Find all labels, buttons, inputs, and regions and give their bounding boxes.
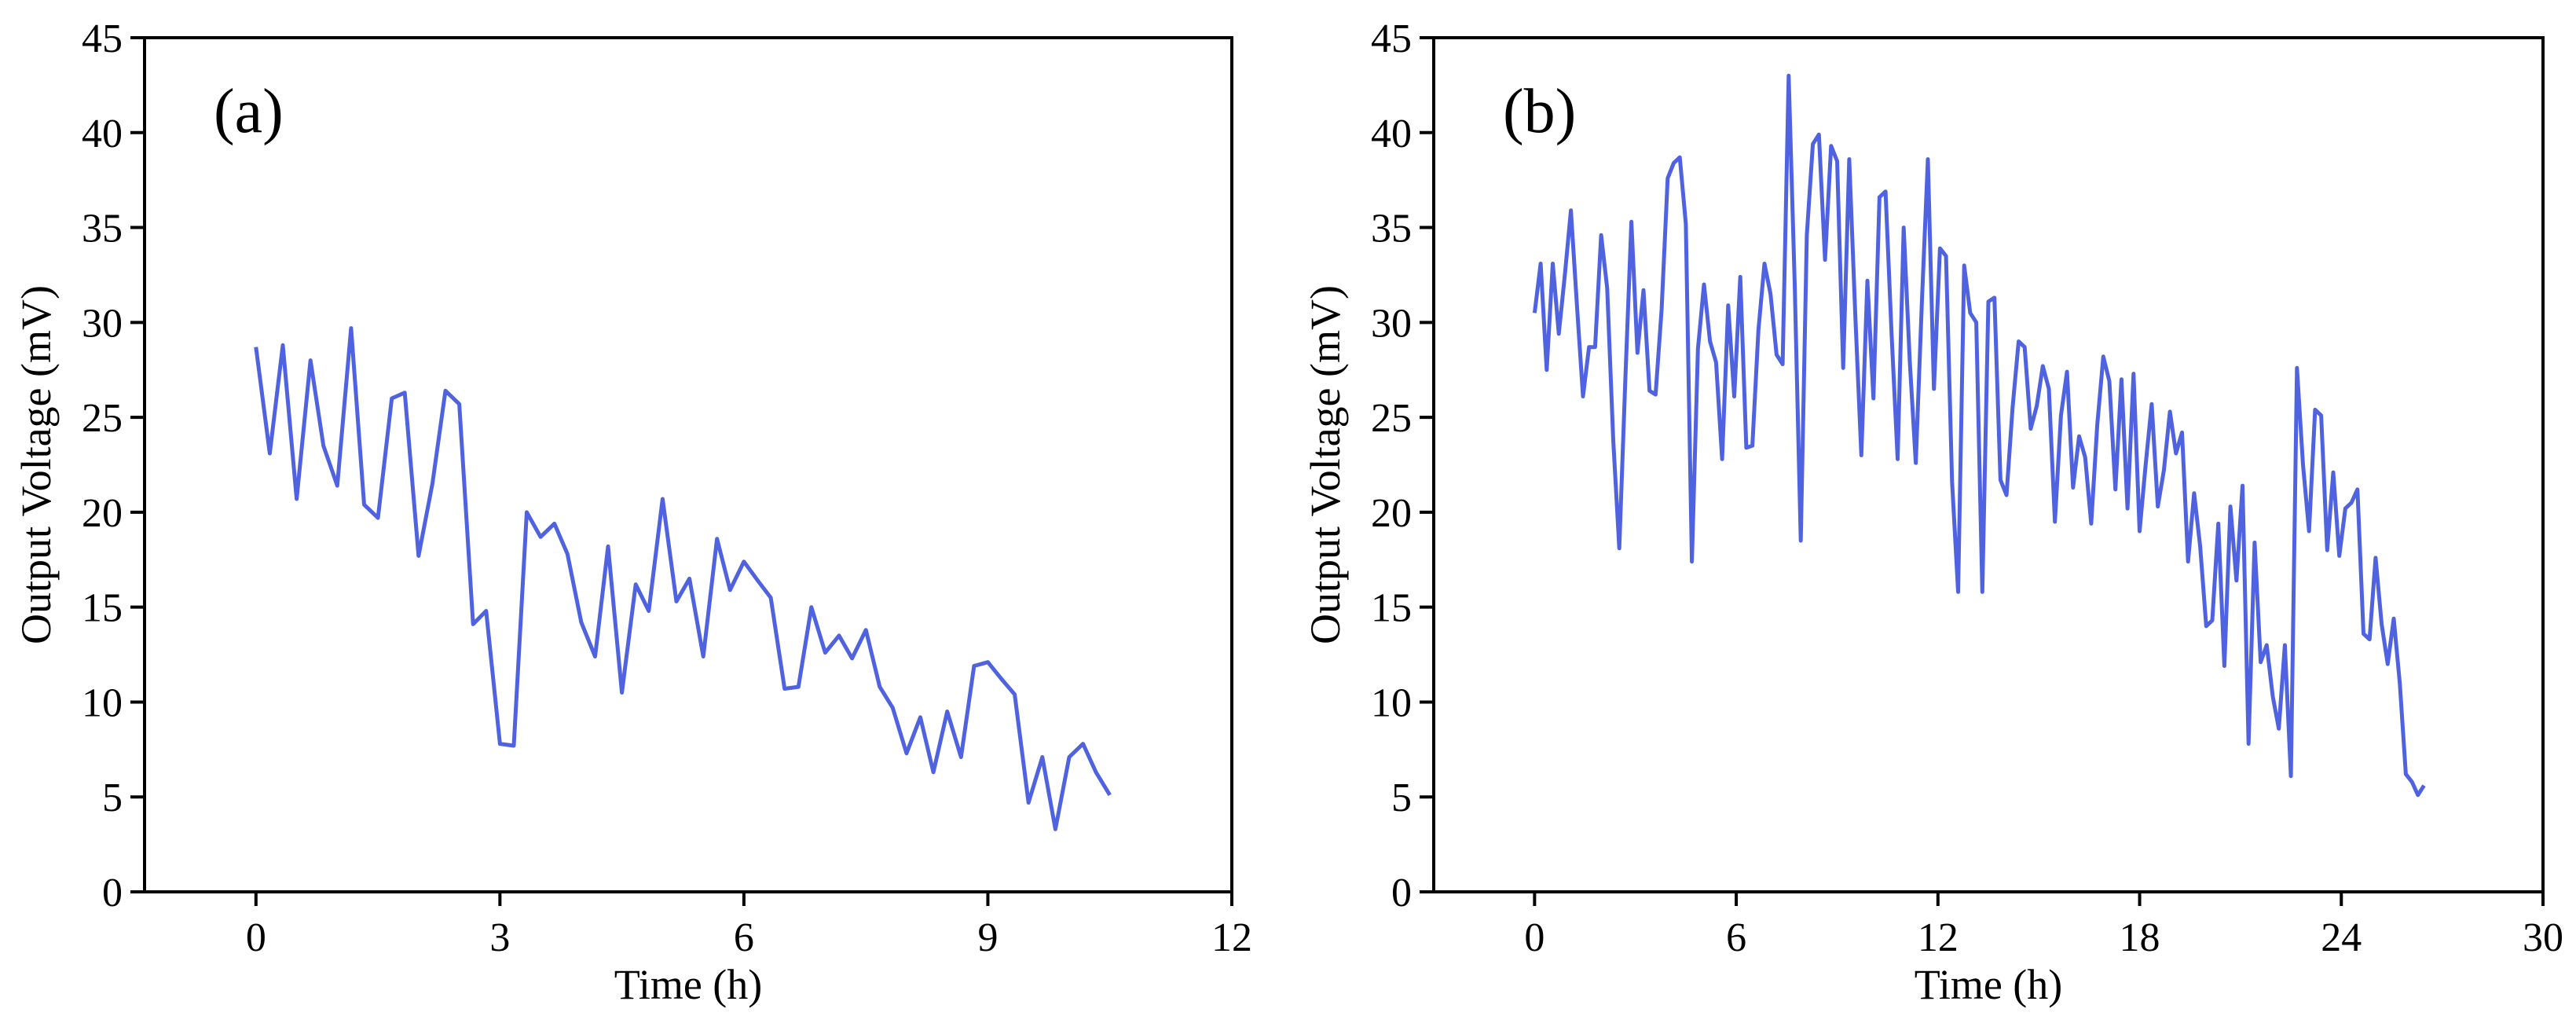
y-axis-title: Output Voltage (mV) <box>1302 285 1349 644</box>
data-line <box>254 326 1112 831</box>
x-tick-label: 12 <box>1211 915 1252 960</box>
y-tick-label: 45 <box>82 17 123 61</box>
x-tick-label: 0 <box>1524 915 1545 960</box>
y-tick-label: 40 <box>82 112 123 156</box>
y-tick-label: 35 <box>82 207 123 251</box>
y-tick-label: 10 <box>1371 680 1412 725</box>
y-tick-label: 5 <box>1391 776 1412 820</box>
panel-label: (a) <box>214 77 284 146</box>
y-tick-label: 25 <box>1371 396 1412 441</box>
y-tick-label: 30 <box>1371 301 1412 346</box>
x-tick-label: 12 <box>1918 915 1959 960</box>
y-tick-label: 25 <box>82 396 123 441</box>
panel-label: (b) <box>1503 77 1576 146</box>
y-tick-label: 40 <box>1371 112 1412 156</box>
x-tick-label: 18 <box>2120 915 2160 960</box>
y-tick-label: 0 <box>1391 871 1412 915</box>
x-tick-label: 6 <box>1726 915 1746 960</box>
plot-frame <box>143 36 1233 893</box>
y-tick-label: 5 <box>102 776 123 820</box>
x-tick-label: 9 <box>977 915 998 960</box>
y-tick-label: 35 <box>1371 207 1412 251</box>
y-tick-label: 15 <box>82 586 123 631</box>
x-tick-label: 6 <box>734 915 754 960</box>
y-tick-label: 15 <box>1371 586 1412 631</box>
panel: 0 5 10 15 20 25 30 35 40 45 0 3 6 9 12 Time (h) Output V… <box>13 17 1252 1008</box>
y-tick-label: 45 <box>1371 17 1412 61</box>
y-tick-label: 30 <box>82 301 123 346</box>
plot-frame <box>1432 36 2545 893</box>
y-tick-label: 0 <box>102 871 123 915</box>
x-tick-label: 3 <box>489 915 510 960</box>
x-axis-title: Time (h) <box>614 961 763 1008</box>
x-tick-label: 0 <box>246 915 266 960</box>
y-axis-title: Output Voltage (mV) <box>13 285 60 644</box>
panel: 0 5 10 15 20 25 30 35 40 45 0 6 12 18 24 30 Time (h) Outp… <box>1302 17 2563 1008</box>
y-tick-label: 20 <box>1371 491 1412 536</box>
x-tick-label: 30 <box>2523 915 2563 960</box>
data-line <box>1532 73 2426 798</box>
y-tick-label: 10 <box>82 680 123 725</box>
x-tick-label: 24 <box>2321 915 2362 960</box>
x-axis-title: Time (h) <box>1915 961 2063 1008</box>
y-tick-label: 20 <box>82 491 123 536</box>
